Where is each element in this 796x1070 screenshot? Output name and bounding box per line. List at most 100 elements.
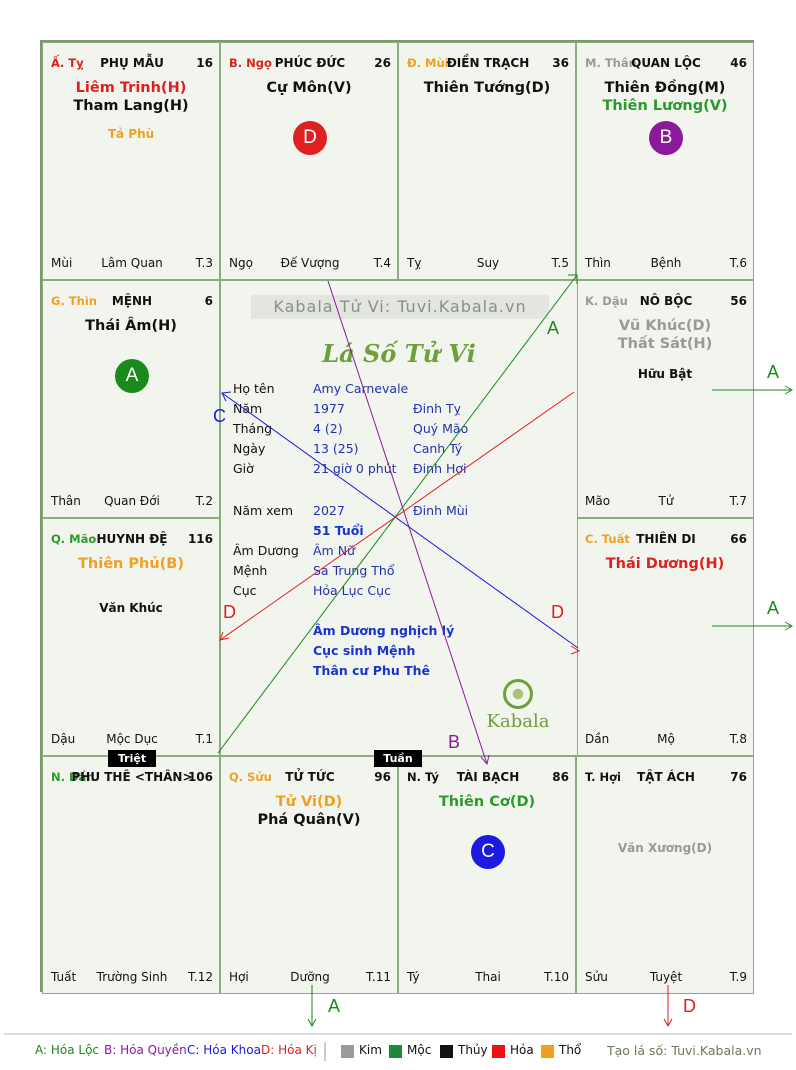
- legend-hoa-khoa: C: Hóa Khoa: [187, 1043, 261, 1057]
- footer-right: T.4: [373, 256, 391, 270]
- palace-number: 76: [730, 770, 747, 784]
- footer-left: Mão: [585, 494, 611, 508]
- element-swatch: [389, 1045, 402, 1058]
- info-value: Hỏa Lục Cục: [313, 583, 391, 598]
- label-a-bottom: A: [328, 996, 341, 1016]
- footer-right: T.1: [195, 732, 213, 746]
- footer-left: Tỵ: [407, 256, 422, 270]
- can-chi: B. Ngọ: [229, 56, 272, 70]
- tu-hoa-badge: B: [649, 121, 683, 155]
- palace-header: G. Thìn MỆNH 6: [51, 294, 213, 310]
- footer-right: T.2: [195, 494, 213, 508]
- footer-center: Mộ: [657, 732, 675, 746]
- can-chi: C. Tuất: [585, 532, 630, 546]
- palace-name: ĐIỀN TRẠCH: [446, 56, 530, 70]
- palace-name: TÀI BẠCH: [456, 770, 520, 784]
- info-label: Họ tên: [233, 381, 275, 396]
- info-can-chi: Quý Mão: [413, 421, 469, 436]
- footer-right: T.8: [729, 732, 747, 746]
- ki-line: [219, 391, 575, 641]
- legend-hoa-ki: D: Hóa Kị: [261, 1043, 317, 1057]
- palace-header: K. Dậu NÔ BỘC 56: [585, 294, 747, 310]
- label-a-right2: A: [767, 598, 780, 618]
- palace-header: Ấ. Tỵ PHỤ MẪU 16: [51, 56, 213, 72]
- element-label: Thổ: [559, 1043, 582, 1057]
- info-label: Mệnh: [233, 563, 268, 578]
- legend-site: Tạo lá số: Tuvi.Kabala.vn: [607, 1043, 762, 1058]
- palace-number: 106: [187, 770, 213, 784]
- info-value: Âm Nữ: [313, 543, 355, 558]
- footer-center: Suy: [476, 256, 500, 270]
- palace-header: Q. Sửu TỬ TỨC 96: [229, 770, 391, 786]
- info-value: Amy Carnevale: [313, 381, 409, 396]
- footer-center: Tuyệt: [649, 970, 683, 984]
- footer-left: Thìn: [585, 256, 611, 270]
- note-line: Cục sinh Mệnh: [313, 643, 416, 658]
- palace-dien-trach: Đ. Mùi ĐIỀN TRẠCH 36 Thiên Tướng(D) Tỵ Suy T.5: [398, 42, 576, 280]
- info-value: Sa Trung Thổ: [313, 563, 395, 578]
- info-value: 4 (2): [313, 421, 343, 436]
- palace-footer: Ngọ Đế Vượng T.4: [229, 256, 391, 272]
- palace-header: M. Thân QUAN LỘC 46: [585, 56, 747, 72]
- tu-hoa-badge: C: [471, 835, 505, 869]
- main-star: Thiên Lương(V): [602, 98, 728, 114]
- palace-header: Đ. Mùi ĐIỀN TRẠCH 36: [407, 56, 569, 72]
- palace-tu-tuc: Q. Sửu TỬ TỨC 96 Tử Vi(D) Phá Quân(V) Hợi Dưỡn…: [220, 756, 398, 994]
- palace-menh: G. Thìn MỆNH 6 Thái Âm(H) A Thân Quan Đới T.2: [42, 280, 220, 518]
- footer-left: Mùi: [51, 256, 73, 270]
- palace-number: 6: [204, 294, 213, 308]
- main-star: Thiên Đồng(M): [604, 80, 726, 96]
- label-d-bottom: D: [683, 996, 696, 1016]
- element-swatch: [541, 1045, 554, 1058]
- palace-tat-ach: T. Hợi TẬT ÁCH 76 Văn Xương(D) Sửu Tuyệt T.9: [576, 756, 754, 994]
- quyen-line: [327, 280, 488, 765]
- main-star: Thiên Tướng(D): [423, 80, 551, 96]
- palace-tai-bach: N. Tý TÀI BẠCH 86 Thiên Cơ(D) C Tý Thai T.10: [398, 756, 576, 994]
- watermark: Kabala Tử Vi: Tuvi.Kabala.vn: [251, 295, 549, 319]
- year-view-row: Năm xem: [233, 503, 293, 518]
- main-star: Tử Vi(D): [275, 794, 343, 810]
- palace-number: 86: [552, 770, 569, 784]
- tu-hoa-badge: A: [115, 359, 149, 393]
- element-label: Mộc: [407, 1043, 432, 1057]
- khoa-arrowhead: [221, 391, 232, 402]
- palace-name: PHU THÊ <THÂN>: [71, 770, 193, 784]
- kabala-logo: Kabala: [483, 679, 553, 739]
- tuan-tag: Tuần: [374, 750, 422, 767]
- element-label: Kim: [359, 1043, 382, 1057]
- palace-number: 16: [196, 56, 213, 70]
- palace-number: 36: [552, 56, 569, 70]
- minor-star: Văn Khúc: [99, 601, 163, 615]
- palace-header: N. Tý TÀI BẠCH 86: [407, 770, 569, 786]
- footer-center: Bệnh: [650, 256, 682, 270]
- main-star: Tham Lang(H): [73, 98, 189, 114]
- label-d-right: D: [551, 602, 564, 622]
- footer-right: T.10: [544, 970, 569, 984]
- label-a-right1: A: [767, 362, 780, 382]
- footer-center: Đế Vượng: [280, 256, 340, 270]
- palace-number: 56: [730, 294, 747, 308]
- palace-name: PHÚC ĐỨC: [274, 56, 346, 70]
- chart-title: Lá Số Tử Vi: [322, 339, 476, 368]
- footer-right: T.12: [188, 970, 213, 984]
- tu-hoa-badge: D: [293, 121, 327, 155]
- main-star: Cự Môn(V): [266, 80, 352, 96]
- palace-number: 46: [730, 56, 747, 70]
- info-label: Tháng: [233, 421, 273, 436]
- element-swatch: [341, 1045, 354, 1058]
- main-star: Liêm Trinh(H): [75, 80, 187, 96]
- main-star: Thái Âm(H): [85, 318, 177, 334]
- palace-footer: Tỵ Suy T.5: [407, 256, 569, 272]
- palace-header: Q. Mão HUYNH ĐỆ 116: [51, 532, 213, 548]
- element-label: Thủy: [458, 1043, 488, 1057]
- element-swatch: [492, 1045, 505, 1058]
- legend-hoa-loc: A: Hóa Lộc: [35, 1043, 100, 1057]
- tuvi-chart-board: Ấ. Tỵ PHỤ MẪU 16 Liêm Trinh(H) Tham Lang(H) T…: [40, 40, 754, 994]
- palace-name: PHỤ MẪU: [100, 56, 164, 70]
- footer-center: Lâm Quan: [101, 256, 163, 270]
- palace-phu-the: N. Dần PHU THÊ <THÂN> 106 Tuất Trường Sinh T.…: [42, 756, 220, 994]
- info-value: 21 giờ 0 phút: [313, 461, 397, 476]
- label-c: C: [213, 406, 226, 426]
- info-value: 1977: [313, 401, 345, 416]
- info-label: Năm: [233, 401, 263, 416]
